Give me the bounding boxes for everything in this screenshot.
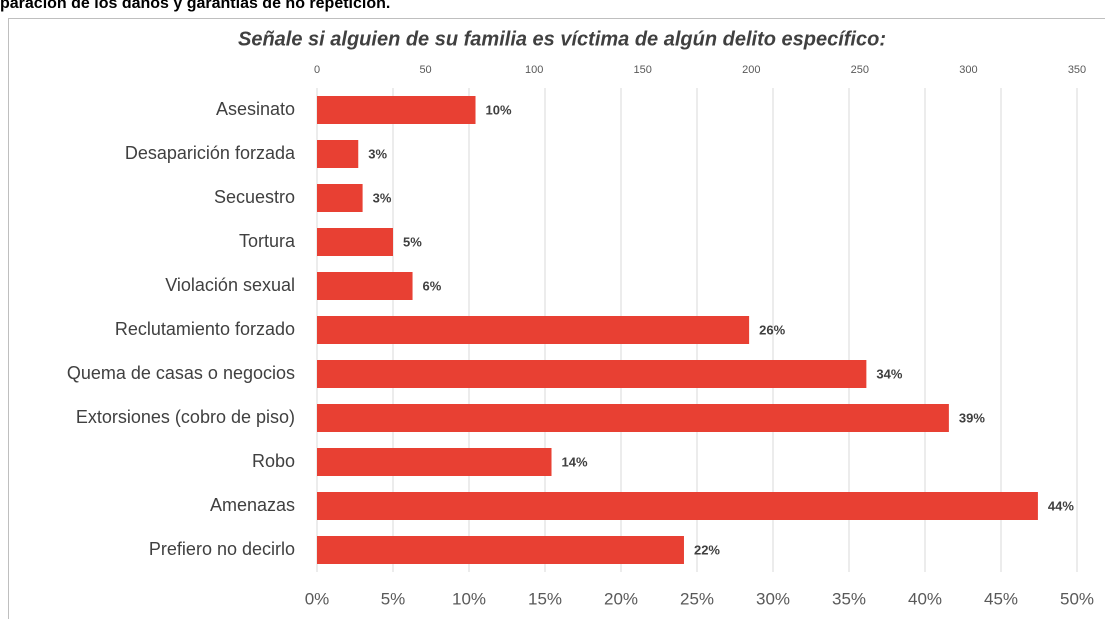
category-label: Reclutamiento forzado	[115, 319, 295, 339]
category-label: Asesinato	[216, 99, 295, 119]
data-label: 3%	[373, 190, 392, 205]
top-tick-label: 150	[634, 64, 652, 76]
data-label: 26%	[759, 322, 785, 337]
data-label: 39%	[959, 410, 985, 425]
data-label: 6%	[423, 278, 442, 293]
bottom-tick-label: 50%	[1060, 589, 1094, 608]
bottom-tick-label: 30%	[756, 589, 790, 608]
bottom-tick-label: 35%	[832, 589, 866, 608]
bar	[317, 404, 949, 432]
category-label: Amenazas	[210, 495, 295, 515]
bar	[317, 272, 413, 300]
category-label: Violación sexual	[165, 275, 295, 295]
bar	[317, 316, 749, 344]
top-tick-label: 250	[851, 64, 869, 76]
bar	[317, 448, 552, 476]
data-label: 14%	[562, 454, 588, 469]
bottom-tick-label: 20%	[604, 589, 638, 608]
top-tick-label: 300	[959, 64, 977, 76]
category-label: Desaparición forzada	[125, 143, 296, 163]
header-text: paración de los daños y garantías de no …	[0, 0, 390, 12]
category-label: Robo	[252, 451, 295, 471]
bar	[317, 184, 363, 212]
top-tick-label: 50	[419, 64, 431, 76]
category-label: Extorsiones (cobro de piso)	[76, 407, 295, 427]
category-label: Prefiero no decirlo	[149, 539, 295, 559]
top-tick-label: 0	[314, 64, 320, 76]
bottom-tick-label: 40%	[908, 589, 942, 608]
data-label: 5%	[403, 234, 422, 249]
bar	[317, 228, 393, 256]
bottom-tick-label: 5%	[381, 589, 406, 608]
category-label: Tortura	[239, 231, 296, 251]
category-label: Secuestro	[214, 187, 295, 207]
bottom-tick-label: 15%	[528, 589, 562, 608]
bottom-tick-label: 10%	[452, 589, 486, 608]
top-tick-label: 350	[1068, 64, 1086, 76]
data-label: 3%	[368, 146, 387, 161]
bottom-tick-label: 45%	[984, 589, 1018, 608]
bar	[317, 140, 358, 168]
bar	[317, 492, 1038, 520]
data-label: 10%	[486, 102, 512, 117]
bar	[317, 536, 684, 564]
category-label: Quema de casas o negocios	[67, 363, 295, 383]
chart-title: Señale si alguien de su familia es vícti…	[238, 28, 886, 50]
top-tick-label: 100	[525, 64, 543, 76]
bar	[317, 96, 476, 124]
bottom-tick-label: 25%	[680, 589, 714, 608]
bottom-tick-label: 0%	[305, 589, 330, 608]
data-label: 34%	[876, 366, 902, 381]
top-tick-label: 200	[742, 64, 760, 76]
data-label: 44%	[1048, 498, 1074, 513]
data-label: 22%	[694, 542, 720, 557]
bar	[317, 360, 866, 388]
